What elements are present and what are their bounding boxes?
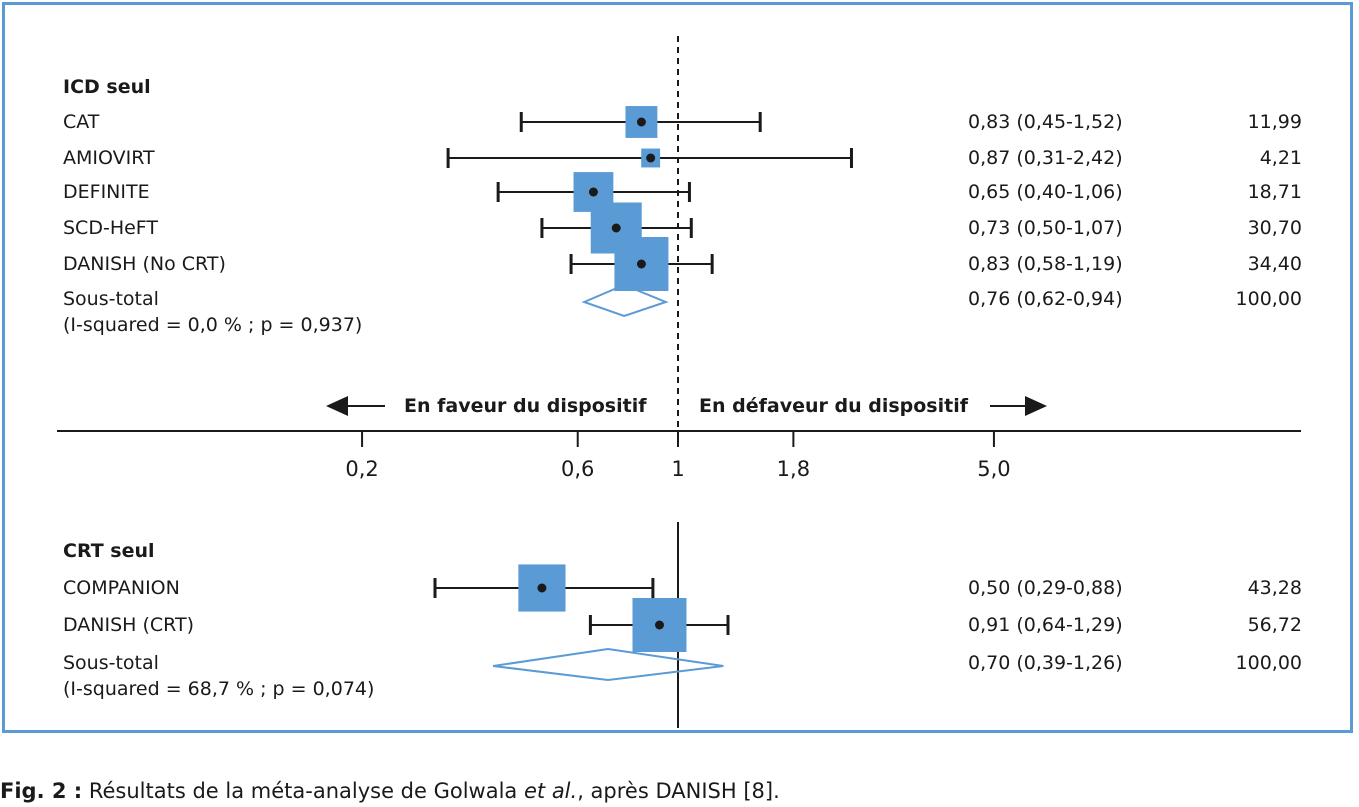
study-label: AMIOVIRT [63,147,155,169]
caption-text-after: , après DANISH [8]. [577,779,780,803]
weight-text: 18,71 [1247,181,1302,203]
figure-caption: Fig. 2 : Résultats de la méta-analyse de… [0,778,780,804]
arrow-left-head [326,396,348,416]
forest-plot [57,36,1301,728]
subtotal-estimate-text: 0,70 (0,39-1,26) [968,652,1123,674]
caption-italic: et al. [523,779,578,803]
estimate-text: 0,83 (0,45-1,52) [968,111,1123,133]
study-label: DANISH (CRT) [63,614,195,636]
study-label: DEFINITE [63,181,150,203]
weight-text: 43,28 [1247,577,1302,599]
study-label: DANISH (No CRT) [63,253,226,275]
study-label: COMPANION [63,577,180,599]
point-estimate [654,620,664,630]
subtotal-diamond [493,647,724,682]
group-header-1: CRT seul [63,540,155,562]
figure-frame [2,2,1353,733]
point-estimate [537,583,547,593]
estimate-text: 0,91 (0,64-1,29) [968,614,1123,636]
subtotal-weight-text: 100,00 [1235,288,1302,310]
weight-text: 4,21 [1259,147,1302,169]
estimate-text: 0,65 (0,40-1,06) [968,181,1123,203]
point-estimate [636,259,646,269]
x-tick-label-2: 1 [671,457,685,481]
estimate-text: 0,50 (0,29-0,88) [968,577,1123,599]
x-tick-label-3: 1,8 [776,457,811,481]
weight-text: 34,40 [1247,253,1302,275]
study-label: CAT [63,111,100,133]
point-estimate [611,223,621,233]
x-tick-label-4: 5,0 [977,457,1011,481]
subtotal-weight-text: 100,00 [1235,652,1302,674]
point-estimate [636,117,646,127]
favor-left-label: En faveur du dispositif [404,395,647,417]
weight-text: 11,99 [1247,111,1302,133]
point-estimate [646,153,656,163]
caption-prefix: Fig. 2 : [0,779,83,803]
group-header-0: ICD seul [63,76,151,98]
heterogeneity-label: (I-squared = 68,7 % ; p = 0,074) [63,678,375,700]
estimate-text: 0,83 (0,58-1,19) [968,253,1123,275]
subtotal-label: Sous-total [63,288,159,310]
study-label: SCD-HeFT [63,217,158,239]
point-estimate [588,187,598,197]
x-tick-label-1: 0,6 [561,457,595,481]
estimate-text: 0,73 (0,50-1,07) [968,217,1123,239]
subtotal-diamond [581,283,669,318]
subtotal-estimate-text: 0,76 (0,62-0,94) [968,288,1123,310]
caption-text-before: Résultats de la méta-analyse de Golwala [82,779,524,803]
favor-right-label: En défaveur du dispositif [699,395,968,417]
estimate-text: 0,87 (0,31-2,42) [968,147,1123,169]
heterogeneity-label: (I-squared = 0,0 % ; p = 0,937) [63,314,363,336]
arrow-right-head [1025,396,1047,416]
weight-text: 56,72 [1247,614,1302,636]
x-tick-label-0: 0,2 [345,457,379,481]
weight-text: 30,70 [1247,217,1302,239]
subtotal-label: Sous-total [63,652,159,674]
